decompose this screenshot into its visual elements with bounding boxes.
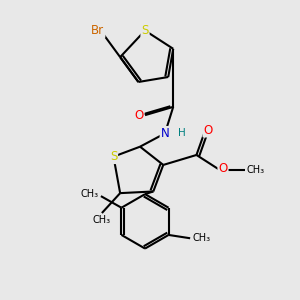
Text: H: H [178, 128, 185, 138]
Text: CH₃: CH₃ [193, 233, 211, 243]
Text: N: N [160, 127, 169, 140]
Text: S: S [110, 150, 117, 163]
Text: CH₃: CH₃ [246, 165, 264, 175]
Text: CH₃: CH₃ [93, 215, 111, 225]
Text: CH₃: CH₃ [80, 190, 98, 200]
Text: O: O [218, 162, 228, 175]
Text: O: O [203, 124, 213, 136]
Text: O: O [134, 109, 144, 122]
Text: Br: Br [91, 24, 104, 37]
Text: S: S [141, 24, 149, 37]
